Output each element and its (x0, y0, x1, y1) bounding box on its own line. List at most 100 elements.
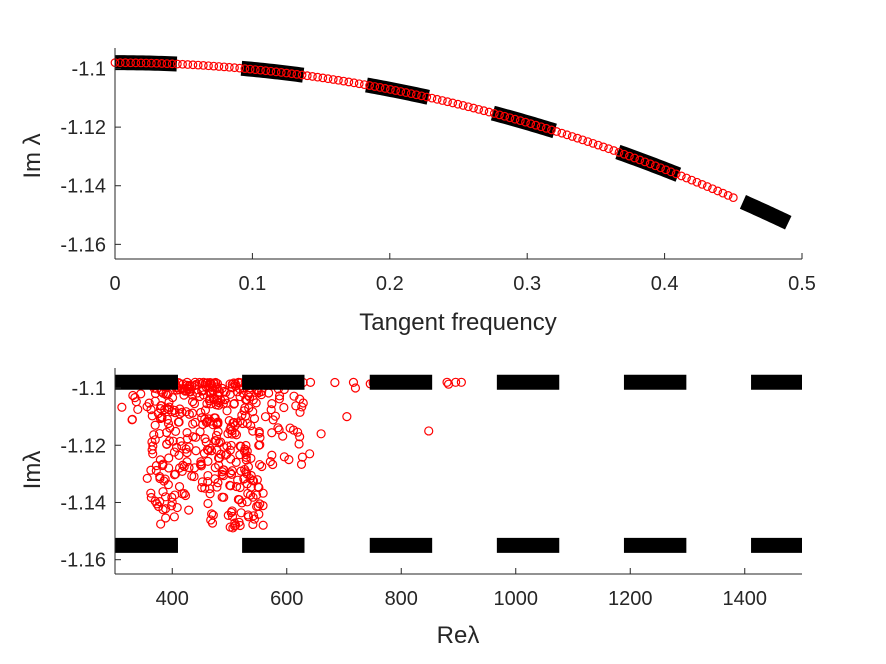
bottom-marker (182, 380, 192, 390)
bottom-marker (225, 481, 236, 491)
bottom-marker (203, 456, 213, 466)
bottom-marker (128, 390, 138, 401)
top-marker (230, 63, 239, 73)
bottom-marker (200, 483, 210, 493)
bottom-marker (216, 449, 226, 459)
bottom-marker (246, 421, 256, 431)
bottom-marker (244, 403, 254, 413)
bottom-marker (162, 427, 172, 438)
top-marker (604, 144, 614, 154)
top-marker (183, 60, 193, 69)
top-marker (427, 93, 437, 103)
top-marker (204, 61, 213, 71)
top-marker (552, 127, 562, 136)
bottom-marker (227, 466, 237, 476)
bottom-marker (170, 469, 181, 479)
top-marker (313, 72, 323, 82)
bottom-marker (225, 522, 235, 532)
bottom-marker (163, 418, 174, 429)
top-marker (593, 140, 603, 150)
bottom-marker (146, 488, 156, 498)
top-marker (692, 177, 702, 187)
top-marker (458, 101, 468, 110)
top-marker (385, 85, 395, 94)
bottom-marker (150, 420, 160, 430)
bottom-marker (213, 397, 224, 408)
bottom-marker (442, 377, 452, 387)
bottom-marker (248, 511, 259, 521)
bottom-marker (195, 460, 206, 470)
bottom-marker (213, 478, 223, 488)
top-marker (495, 110, 504, 120)
bottom-marker (152, 499, 162, 509)
bottom-marker (206, 515, 216, 525)
bottom-marker (162, 439, 172, 449)
top-marker (214, 62, 224, 71)
bottom-marker (161, 513, 171, 523)
bottom-red-markers (116, 377, 466, 533)
top-marker (573, 133, 582, 143)
bottom-marker (156, 519, 166, 529)
bottom-marker (205, 489, 215, 499)
bottom-marker (254, 509, 264, 519)
top-marker (469, 103, 478, 113)
bottom-marker (197, 379, 207, 389)
bottom-marker (246, 453, 256, 463)
top-marker (162, 59, 172, 69)
bottom-x-tick-label: 600 (270, 588, 303, 610)
top-marker (157, 59, 167, 68)
bottom-marker (231, 430, 242, 440)
top-x-tick-label: 0.1 (238, 273, 266, 295)
top-marker (271, 67, 281, 77)
bottom-marker (200, 414, 210, 424)
bottom-marker (218, 399, 228, 409)
top-marker (308, 72, 317, 81)
top-marker (334, 75, 343, 85)
bottom-x-axis-label: Reλ (437, 622, 480, 649)
bottom-marker (204, 414, 214, 424)
bottom-marker (187, 381, 197, 391)
bottom-x-tick-label: 800 (385, 588, 418, 610)
bottom-marker (251, 398, 261, 408)
top-marker (671, 169, 681, 179)
bottom-marker (170, 426, 181, 436)
top-marker (141, 58, 151, 68)
bottom-marker (149, 430, 159, 440)
top-marker (437, 96, 447, 105)
bottom-marker (348, 377, 359, 387)
bottom-marker (197, 477, 208, 487)
bottom-marker (200, 434, 210, 444)
bottom-marker (330, 377, 340, 388)
bottom-marker (197, 386, 207, 396)
bottom-marker (342, 412, 352, 422)
bottom-marker (214, 438, 224, 448)
top-marker (718, 188, 728, 198)
bottom-marker (236, 508, 246, 518)
bottom-marker (169, 447, 180, 457)
top-marker (422, 92, 432, 102)
bottom-y-tick-label: -1.14 (60, 492, 106, 514)
bottom-marker (147, 445, 157, 455)
top-marker (406, 89, 416, 99)
top-marker (614, 147, 624, 157)
top-marker (401, 88, 411, 97)
bottom-marker (198, 419, 208, 430)
top-marker (282, 68, 291, 78)
top-marker (489, 109, 499, 118)
bottom-marker (203, 498, 213, 509)
bottom-marker (268, 459, 278, 470)
bottom-marker (226, 507, 236, 518)
bottom-marker (142, 402, 152, 412)
bottom-marker (235, 450, 245, 460)
bottom-marker (237, 498, 247, 508)
top-x-tick-label: 0 (109, 273, 120, 295)
top-marker (682, 173, 691, 183)
top-marker (687, 175, 697, 185)
bottom-marker (273, 423, 283, 433)
bottom-marker (267, 399, 277, 409)
bottom-marker (289, 391, 299, 401)
top-marker (219, 62, 229, 72)
top-marker (297, 70, 307, 80)
top-panel: 0 0.1 0.2 0.3 0.4 0.5 -1.1 -1.12 -1.14 -1.16 Tan… (19, 48, 816, 336)
